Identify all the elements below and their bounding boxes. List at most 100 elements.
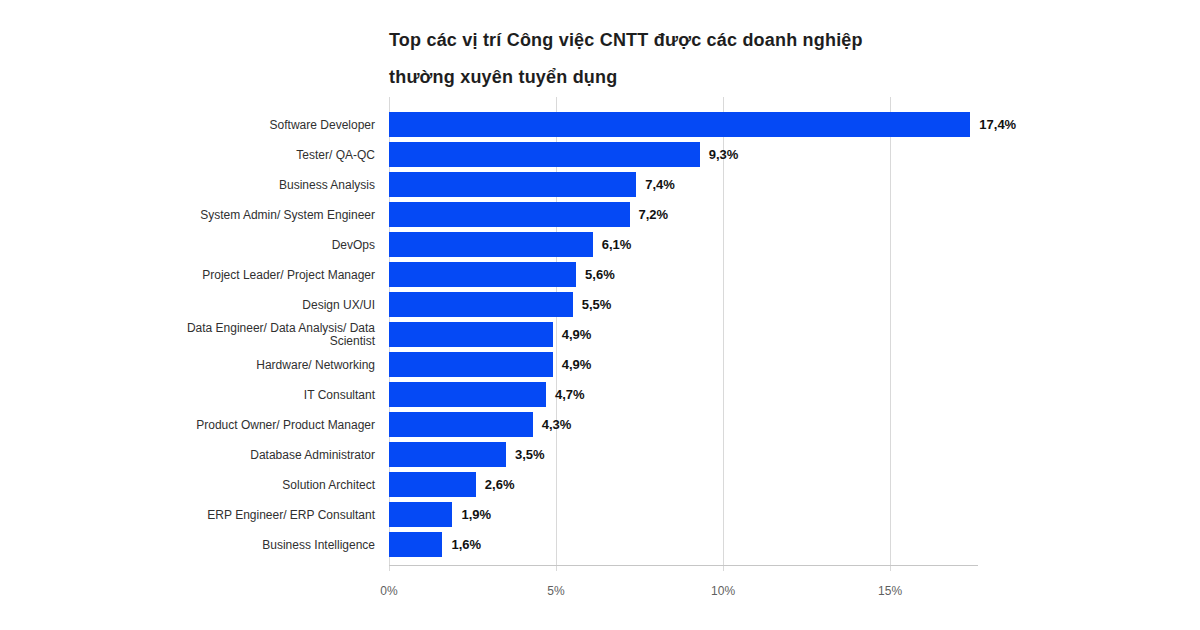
category-label-text: Business Analysis: [279, 179, 375, 192]
bar-row: Database Administrator 3,5%: [0, 440, 1200, 470]
category-label-text: Software Developer: [270, 119, 375, 132]
category-label-text: Database Administrator: [250, 449, 375, 462]
bar: [389, 322, 553, 347]
category-label: Data Engineer/ Data Analysis/ Data Scien…: [0, 320, 389, 350]
bar-row: Software Developer 17,4%: [0, 110, 1200, 140]
value-label: 5,6%: [585, 260, 615, 290]
category-label-text: DevOps: [332, 239, 375, 252]
bar: [389, 232, 593, 257]
bar: [389, 172, 636, 197]
value-label: 4,9%: [562, 320, 592, 350]
plot-area: Software Developer 17,4% Tester/ QA-QC 9,3%…: [0, 97, 1200, 566]
value-label: 17,4%: [979, 110, 1016, 140]
category-label: Design UX/UI: [0, 290, 389, 320]
category-label-text: Tester/ QA-QC: [296, 149, 375, 162]
category-label: Product Owner/ Product Manager: [0, 410, 389, 440]
category-label-text: ERP Engineer/ ERP Consultant: [207, 509, 375, 522]
value-label: 7,2%: [639, 200, 669, 230]
value-label: 4,3%: [542, 410, 572, 440]
category-label-text: Data Engineer/ Data Analysis/ Data Scien…: [150, 322, 375, 348]
bar-row: ERP Engineer/ ERP Consultant 1,9%: [0, 500, 1200, 530]
x-tick-label: 15%: [878, 584, 902, 598]
bar-rows: Software Developer 17,4% Tester/ QA-QC 9,3%…: [0, 110, 1200, 560]
category-label: DevOps: [0, 230, 389, 260]
bar-track: 1,6%: [389, 530, 977, 560]
bar-row: IT Consultant 4,7%: [0, 380, 1200, 410]
bar: [389, 292, 573, 317]
bar-track: 9,3%: [389, 140, 977, 170]
bar-row: DevOps 6,1%: [0, 230, 1200, 260]
bar-row: Product Owner/ Product Manager 4,3%: [0, 410, 1200, 440]
category-label-text: System Admin/ System Engineer: [200, 209, 375, 222]
value-label: 7,4%: [645, 170, 675, 200]
bar-track: 4,3%: [389, 410, 977, 440]
bar: [389, 112, 970, 137]
bar-row: Hardware/ Networking 4,9%: [0, 350, 1200, 380]
bar: [389, 202, 630, 227]
category-label-text: IT Consultant: [304, 389, 375, 402]
bar-track: 7,2%: [389, 200, 977, 230]
category-label-text: Product Owner/ Product Manager: [196, 419, 375, 432]
category-label-text: Hardware/ Networking: [256, 359, 375, 372]
bar-row: Data Engineer/ Data Analysis/ Data Scien…: [0, 320, 1200, 350]
bar-row: Project Leader/ Project Manager 5,6%: [0, 260, 1200, 290]
bar-track: 4,9%: [389, 350, 977, 380]
bar-track: 1,9%: [389, 500, 977, 530]
value-label: 9,3%: [709, 140, 739, 170]
value-label: 6,1%: [602, 230, 632, 260]
category-label-text: Business Intelligence: [262, 539, 375, 552]
bar: [389, 142, 700, 167]
bar-row: Business Intelligence 1,6%: [0, 530, 1200, 560]
category-label: Software Developer: [0, 110, 389, 140]
category-label: System Admin/ System Engineer: [0, 200, 389, 230]
value-label: 1,6%: [451, 530, 481, 560]
bar-track: 7,4%: [389, 170, 977, 200]
bar: [389, 382, 546, 407]
category-label-text: Design UX/UI: [302, 299, 375, 312]
bar-track: 4,7%: [389, 380, 977, 410]
x-tick-label: 0%: [380, 584, 397, 598]
category-label: Business Analysis: [0, 170, 389, 200]
bar: [389, 502, 452, 527]
value-label: 2,6%: [485, 470, 515, 500]
bar: [389, 442, 506, 467]
x-axis-line: [389, 565, 978, 566]
category-label: Solution Architect: [0, 470, 389, 500]
category-label: IT Consultant: [0, 380, 389, 410]
bar-row: Tester/ QA-QC 9,3%: [0, 140, 1200, 170]
x-tick-label: 5%: [547, 584, 564, 598]
bar-row: System Admin/ System Engineer 7,2%: [0, 200, 1200, 230]
bar-track: 6,1%: [389, 230, 977, 260]
x-tick-label: 10%: [711, 584, 735, 598]
value-label: 3,5%: [515, 440, 545, 470]
bar-row: Solution Architect 2,6%: [0, 470, 1200, 500]
bar-track: 5,6%: [389, 260, 977, 290]
chart-canvas: Top các vị trí Công việc CNTT được các d…: [0, 0, 1200, 630]
category-label: Tester/ QA-QC: [0, 140, 389, 170]
value-label: 5,5%: [582, 290, 612, 320]
bar-row: Business Analysis 7,4%: [0, 170, 1200, 200]
value-label: 4,9%: [562, 350, 592, 380]
bar-track: 3,5%: [389, 440, 977, 470]
bar-track: 17,4%: [389, 110, 977, 140]
bar: [389, 262, 576, 287]
category-label-text: Solution Architect: [282, 479, 375, 492]
bar: [389, 352, 553, 377]
chart-title-line2: thường xuyên tuyển dụng: [389, 59, 863, 96]
category-label: Database Administrator: [0, 440, 389, 470]
bar-track: 4,9%: [389, 320, 977, 350]
bar: [389, 532, 442, 557]
bar: [389, 472, 476, 497]
bar-track: 2,6%: [389, 470, 977, 500]
category-label: Business Intelligence: [0, 530, 389, 560]
bar-track: 5,5%: [389, 290, 977, 320]
category-label-text: Project Leader/ Project Manager: [202, 269, 375, 282]
chart-title-line1: Top các vị trí Công việc CNTT được các d…: [389, 22, 863, 59]
value-label: 1,9%: [461, 500, 491, 530]
value-label: 4,7%: [555, 380, 585, 410]
bar-row: Design UX/UI 5,5%: [0, 290, 1200, 320]
category-label: Hardware/ Networking: [0, 350, 389, 380]
chart-title: Top các vị trí Công việc CNTT được các d…: [389, 22, 863, 96]
category-label: ERP Engineer/ ERP Consultant: [0, 500, 389, 530]
bar: [389, 412, 533, 437]
